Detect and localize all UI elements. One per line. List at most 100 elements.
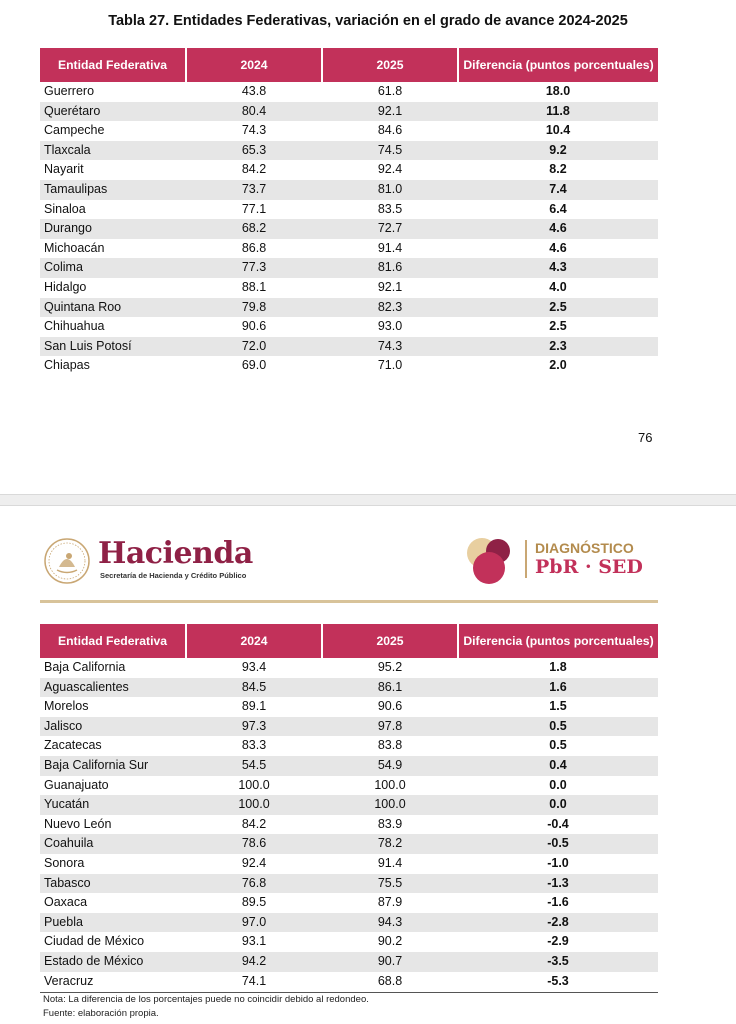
page-header: Hacienda Secretaría de Hacienda y Crédit… — [40, 534, 658, 590]
cell-2025: 92.1 — [377, 279, 403, 294]
cell-entity: Puebla — [40, 912, 186, 933]
table-row: Nuevo León 84.2 83.9 -0.4 — [40, 815, 658, 835]
cell-2024: 74.3 — [241, 123, 267, 138]
table-row: Colima 77.3 81.6 4.3 — [40, 258, 658, 278]
cell-2024: 65.3 — [186, 140, 322, 161]
cell-2024: 43.8 — [241, 84, 267, 98]
cell-2025: 81.6 — [322, 258, 458, 278]
table-row: Oaxaca 89.5 87.9 -1.6 — [40, 893, 658, 913]
cell-2025: 83.5 — [377, 201, 403, 216]
cell-entity: Morelos — [44, 699, 89, 714]
cell-entity: Veracruz — [44, 973, 94, 988]
table-row: Chihuahua 90.6 93.0 2.5 — [40, 317, 658, 337]
cell-entity: Tlaxcala — [40, 140, 186, 161]
cell-entity: Coahuila — [40, 834, 186, 854]
table-source: Fuente: elaboración propia. — [43, 1008, 159, 1019]
table-row: Michoacán 86.8 91.4 4.6 — [40, 239, 658, 259]
table-row: Querétaro 80.4 92.1 11.8 — [40, 101, 658, 122]
cell-2024: 100.0 — [186, 795, 322, 815]
table-row: Baja California Sur 54.5 54.9 0.4 — [40, 755, 658, 776]
cell-difference: 2.0 — [549, 358, 567, 373]
table-title: Tabla 27. Entidades Federativas, variaci… — [108, 13, 628, 29]
cell-2025: 87.9 — [377, 895, 403, 910]
table-row: Chiapas 69.0 71.0 2.0 — [40, 356, 658, 376]
cell-2024: 69.0 — [241, 358, 267, 373]
cell-difference: -1.6 — [547, 895, 569, 910]
cell-2025: 92.4 — [377, 162, 403, 177]
cell-2025: 74.3 — [322, 336, 458, 357]
cell-entity: Nayarit — [44, 162, 84, 177]
table-row: Aguascalientes 84.5 86.1 1.6 — [40, 677, 658, 698]
cell-entity: Hidalgo — [44, 279, 87, 294]
document-page-76: Tabla 27. Entidades Federativas, variaci… — [0, 0, 736, 494]
cell-2025: 91.4 — [377, 855, 403, 870]
column-header-entity: Entidad Federativa — [40, 48, 187, 82]
cell-difference: -2.8 — [458, 912, 658, 933]
cell-difference: -1.3 — [458, 873, 658, 894]
cell-2024: 77.3 — [186, 258, 322, 278]
cell-entity: Querétaro — [40, 101, 186, 122]
cell-2025: 71.0 — [377, 358, 403, 373]
cell-entity: Baja California Sur — [40, 755, 186, 776]
table-row: Quintana Roo 79.8 82.3 2.5 — [40, 297, 658, 318]
header-rule — [40, 600, 658, 603]
cell-difference: -5.3 — [547, 973, 569, 988]
cell-2024: 79.8 — [186, 297, 322, 318]
cell-entity: Sinaloa — [44, 201, 86, 216]
column-header-2024: 2024 — [186, 48, 323, 82]
cell-difference: 1.8 — [549, 660, 567, 674]
cell-entity: Guanajuato — [44, 777, 109, 792]
table-row: Zacatecas 83.3 83.8 0.5 — [40, 736, 658, 756]
program-subtitle: PbR · SED — [535, 556, 643, 578]
cell-2025: 94.3 — [322, 912, 458, 933]
cell-2025: 93.0 — [377, 319, 403, 334]
cell-entity: Tamaulipas — [40, 179, 186, 200]
cell-2025: 81.0 — [322, 179, 458, 200]
table-note: Nota: La diferencia de los porcentajes p… — [43, 994, 369, 1005]
cell-2024: 83.3 — [241, 738, 267, 753]
cell-entity: Sonora — [44, 855, 85, 870]
program-title: DIAGNÓSTICO — [535, 540, 634, 556]
cell-2025: 91.4 — [377, 240, 403, 255]
cell-entity: Aguascalientes — [40, 677, 186, 698]
cell-2024: 89.1 — [241, 699, 267, 714]
table-row: Durango 68.2 72.7 4.6 — [40, 219, 658, 239]
cell-2024: 89.5 — [241, 895, 267, 910]
table-row: Guerrero 43.8 61.8 18.0 — [40, 82, 658, 102]
column-header-2024: 2024 — [186, 624, 323, 658]
cell-difference: 6.4 — [549, 201, 567, 216]
cell-difference: 4.0 — [549, 279, 567, 294]
cell-2025: 90.2 — [377, 934, 403, 949]
cell-2024: 72.0 — [186, 336, 322, 357]
column-header-entity: Entidad Federativa — [40, 624, 187, 658]
cell-difference: 4.6 — [549, 240, 567, 255]
table-row: Tabasco 76.8 75.5 -1.3 — [40, 873, 658, 894]
cell-entity: Estado de México — [40, 951, 186, 972]
cell-2024: 80.4 — [186, 101, 322, 122]
cell-2025: 86.1 — [322, 677, 458, 698]
cell-2024: 93.1 — [241, 934, 267, 949]
cell-2024: 84.2 — [241, 816, 267, 831]
table-row: Puebla 97.0 94.3 -2.8 — [40, 912, 658, 933]
cell-2024: 77.1 — [241, 201, 267, 216]
table-body: Baja California 93.4 95.2 1.8 Aguascalientes… — [40, 658, 658, 991]
cell-entity: Jalisco — [40, 716, 186, 737]
cell-2025: 75.5 — [322, 873, 458, 894]
table-row: Ciudad de México 93.1 90.2 -2.9 — [40, 932, 658, 952]
table-row: Campeche 74.3 84.6 10.4 — [40, 121, 658, 141]
brand-subtitle: Secretaría de Hacienda y Crédito Público — [100, 571, 247, 580]
cell-2025: 84.6 — [377, 123, 403, 138]
cell-2024: 92.4 — [241, 855, 267, 870]
table-row: Tlaxcala 65.3 74.5 9.2 — [40, 140, 658, 161]
cell-difference: -0.4 — [547, 816, 569, 831]
cell-difference: -2.9 — [547, 934, 569, 949]
cell-difference: 0.5 — [458, 716, 658, 737]
cell-difference: 4.6 — [458, 219, 658, 239]
cell-2024: 100.0 — [238, 777, 270, 792]
cell-2025: 90.7 — [322, 951, 458, 972]
table-row: Hidalgo 88.1 92.1 4.0 — [40, 278, 658, 298]
cell-2024: 74.1 — [241, 973, 267, 988]
cell-2024: 94.2 — [186, 951, 322, 972]
cell-2025: 92.1 — [322, 101, 458, 122]
states-variation-table-continued: Entidad Federativa 2024 2025 Diferencia … — [40, 624, 658, 991]
